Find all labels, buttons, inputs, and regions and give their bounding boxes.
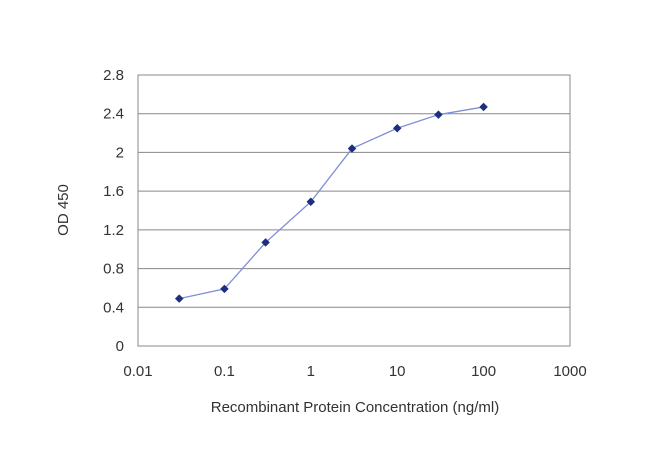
data-point-0 (174, 294, 184, 303)
y-tick-label: 1.6 (103, 183, 124, 200)
series-layer (174, 102, 488, 303)
data-point-6 (434, 110, 443, 120)
x-tick-label: 0.1 (214, 363, 235, 380)
y-tick-label: 1.2 (103, 222, 124, 239)
data-point-2 (261, 238, 270, 247)
data-point-4 (347, 144, 357, 153)
x-tick-label: 1 (307, 363, 315, 380)
y-axis-label: OD 450 (55, 184, 72, 236)
x-tick-label: 100 (471, 363, 496, 380)
plot-area-frame (137, 74, 571, 347)
data-point-5 (392, 123, 402, 133)
x-axis-ticks: 0.01 0.1 1 10 100 1000 (123, 363, 586, 380)
y-tick-label: 2.8 (103, 67, 124, 84)
gridlines (138, 113, 570, 308)
data-point-1 (220, 284, 229, 294)
y-tick-label: 2.4 (103, 106, 124, 123)
data-point-7 (479, 102, 488, 112)
y-tick-label: 0.4 (103, 299, 124, 316)
series-line-0 (179, 106, 484, 300)
y-tick-label: 0.8 (103, 261, 124, 278)
x-tick-label: 1000 (553, 363, 586, 380)
x-tick-label: 10 (389, 363, 406, 380)
x-tick-label: 0.01 (123, 363, 152, 380)
x-axis-label: Recombinant Protein Concentration (ng/ml… (211, 399, 499, 416)
data-point-3 (306, 197, 316, 207)
y-tick-label: 0 (116, 338, 124, 355)
y-tick-label: 2 (116, 144, 124, 161)
y-axis-ticks: 0 0.4 0.8 1.2 1.6 2 2.4 2.8 (103, 67, 124, 355)
